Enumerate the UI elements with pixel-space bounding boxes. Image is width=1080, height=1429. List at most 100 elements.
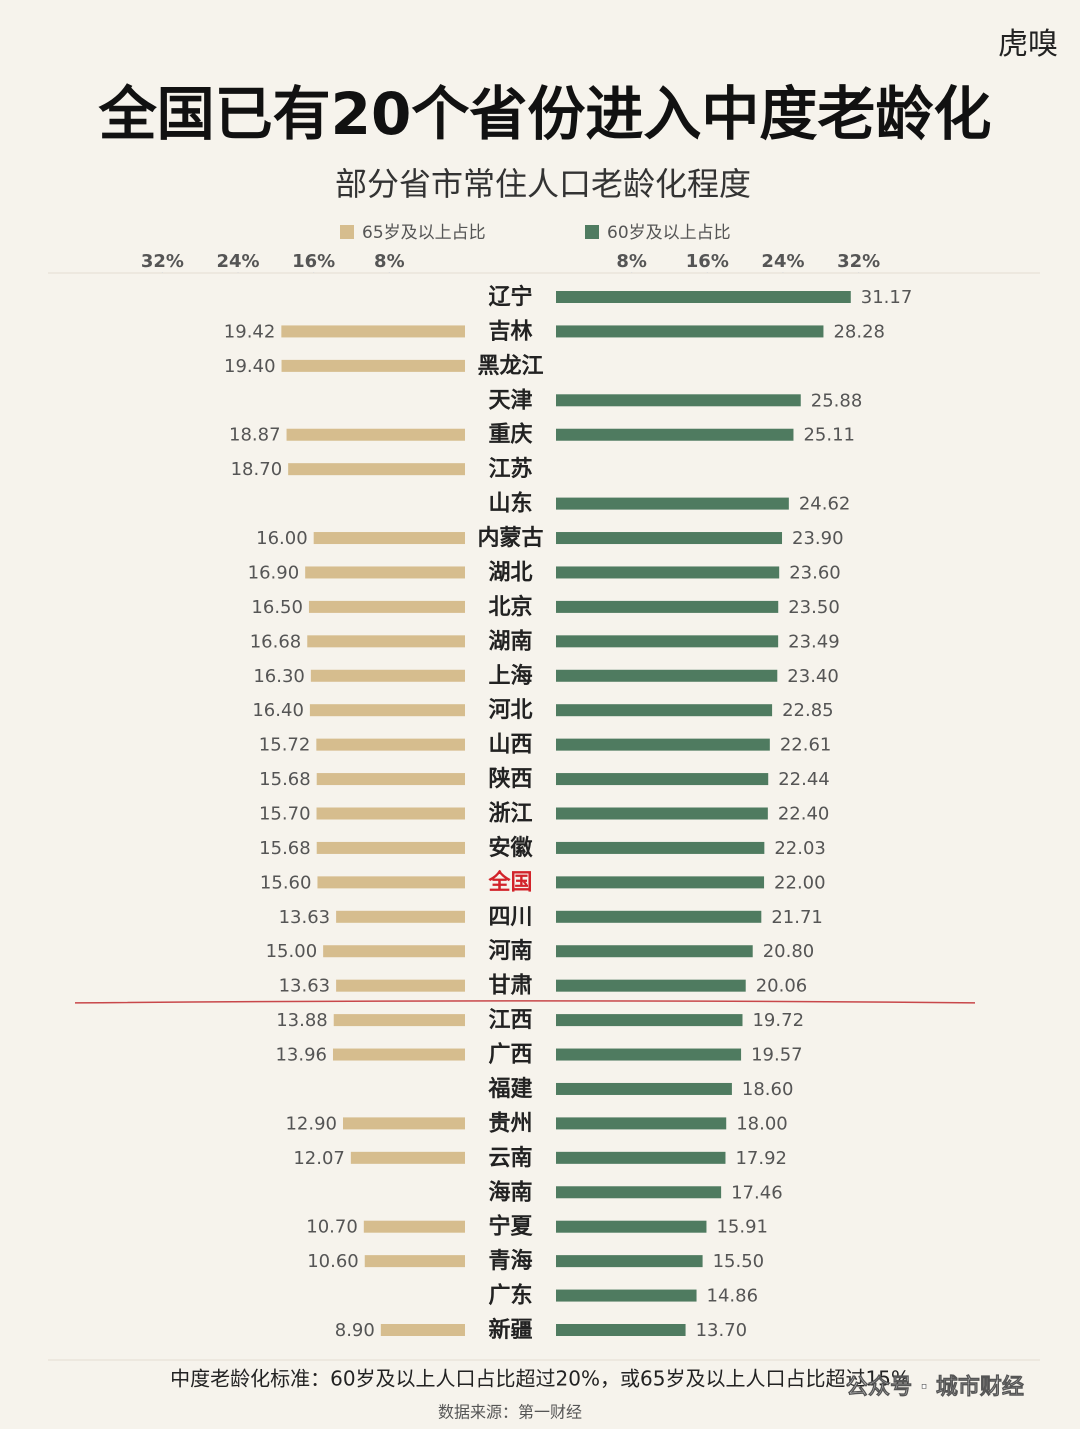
- value-label: 19.72: [752, 1010, 804, 1031]
- value-label: 16.90: [248, 562, 300, 583]
- value-label: 31.17: [861, 287, 913, 308]
- value-label: 23.40: [787, 666, 839, 687]
- bar: [309, 704, 465, 717]
- category-label: 广东: [488, 1283, 532, 1309]
- category-label: 山西: [488, 733, 532, 758]
- value-label: 23.49: [788, 631, 840, 652]
- bar: [556, 876, 765, 889]
- category-label: 甘肃: [488, 973, 532, 999]
- value-label: 18.60: [742, 1079, 794, 1100]
- value-label: 16.68: [250, 631, 302, 652]
- value-label: 8.90: [335, 1320, 375, 1341]
- bar: [336, 979, 465, 992]
- source: 数据来源：第一财经: [438, 1403, 582, 1422]
- value-label: 15.68: [259, 838, 311, 859]
- value-label: 15.72: [259, 735, 311, 756]
- bar: [556, 910, 762, 923]
- bar: [556, 1048, 742, 1061]
- category-label: 湖南: [488, 629, 532, 654]
- value-label: 20.06: [756, 976, 808, 997]
- bar: [307, 635, 465, 648]
- value-label: 22.44: [778, 769, 830, 790]
- bar: [350, 1151, 465, 1164]
- value-label: 13.88: [276, 1010, 328, 1031]
- bar: [556, 773, 769, 786]
- category-label: 浙江: [488, 802, 532, 827]
- category-label: 辽宁: [488, 284, 532, 310]
- value-label: 15.70: [259, 804, 311, 825]
- category-label: 陕西: [488, 767, 532, 792]
- bar: [556, 979, 746, 992]
- category-label: 新疆: [488, 1317, 532, 1343]
- bar: [310, 669, 465, 682]
- value-label: 21.71: [771, 907, 823, 928]
- category-label: 四川: [488, 905, 532, 930]
- x-tick-label: 16%: [292, 251, 335, 272]
- legend-label: 60岁及以上占比: [607, 223, 731, 243]
- value-label: 24.62: [799, 494, 851, 515]
- category-label: 湖北: [488, 560, 532, 585]
- bar: [286, 428, 465, 441]
- bar: [288, 463, 465, 476]
- category-label: 河南: [488, 939, 532, 964]
- value-label: 17.92: [735, 1148, 787, 1169]
- value-label: 23.50: [788, 597, 840, 618]
- bar: [313, 532, 465, 545]
- category-label: 上海: [488, 663, 532, 689]
- category-label: 江苏: [488, 456, 532, 482]
- bar: [333, 1014, 465, 1027]
- category-label: 云南: [488, 1146, 532, 1171]
- bar: [364, 1255, 465, 1268]
- category-label: 贵州: [488, 1111, 532, 1136]
- value-label: 23.60: [789, 562, 841, 583]
- bar: [308, 600, 465, 613]
- category-label: 安徽: [488, 835, 533, 861]
- category-label: 河北: [488, 698, 532, 723]
- value-label: 22.40: [778, 804, 830, 825]
- footnote: 中度老龄化标准：60岁及以上人口占比超过20%，或65岁及以上人口占比超过15%: [170, 1367, 910, 1391]
- bar: [556, 704, 773, 717]
- x-tick-label: 32%: [141, 251, 184, 272]
- bar: [556, 291, 851, 303]
- value-label: 28.28: [833, 321, 885, 342]
- category-label: 山东: [488, 491, 532, 517]
- category-label: 吉林: [488, 318, 532, 344]
- value-label: 25.11: [803, 425, 855, 446]
- x-tick-label: 24%: [216, 251, 259, 272]
- bar: [316, 841, 465, 854]
- bar: [316, 807, 465, 820]
- bar: [556, 532, 783, 545]
- bar: [556, 1220, 707, 1233]
- bar: [556, 428, 794, 441]
- category-label: 青海: [488, 1248, 532, 1274]
- category-label: 全国: [487, 869, 532, 895]
- value-label: 15.50: [713, 1251, 765, 1272]
- bar: [332, 1048, 465, 1061]
- bar: [556, 841, 765, 854]
- watermark: 公众号 · 城市财经: [846, 1374, 1024, 1400]
- value-label: 16.50: [251, 597, 303, 618]
- logo: 虎嗅: [998, 27, 1058, 62]
- value-label: 16.40: [252, 700, 304, 721]
- value-label: 15.00: [266, 941, 318, 962]
- bar: [556, 738, 770, 751]
- value-label: 13.70: [696, 1320, 748, 1341]
- value-label: 22.03: [774, 838, 826, 859]
- value-label: 20.80: [763, 941, 815, 962]
- value-label: 22.85: [782, 700, 834, 721]
- category-label: 黑龙江: [477, 354, 543, 379]
- bar: [556, 1324, 686, 1336]
- bar: [556, 1255, 703, 1268]
- value-label: 19.40: [224, 356, 276, 377]
- bar: [363, 1220, 465, 1233]
- category-label: 广西: [488, 1042, 532, 1068]
- value-label: 12.90: [285, 1113, 337, 1134]
- bar: [556, 807, 768, 820]
- value-label: 18.87: [229, 425, 281, 446]
- bar: [556, 1289, 697, 1302]
- x-tick-label: 16%: [686, 251, 729, 272]
- value-label: 25.88: [811, 390, 863, 411]
- category-label: 北京: [488, 594, 532, 620]
- x-tick-label: 24%: [761, 251, 804, 272]
- bar: [556, 566, 780, 579]
